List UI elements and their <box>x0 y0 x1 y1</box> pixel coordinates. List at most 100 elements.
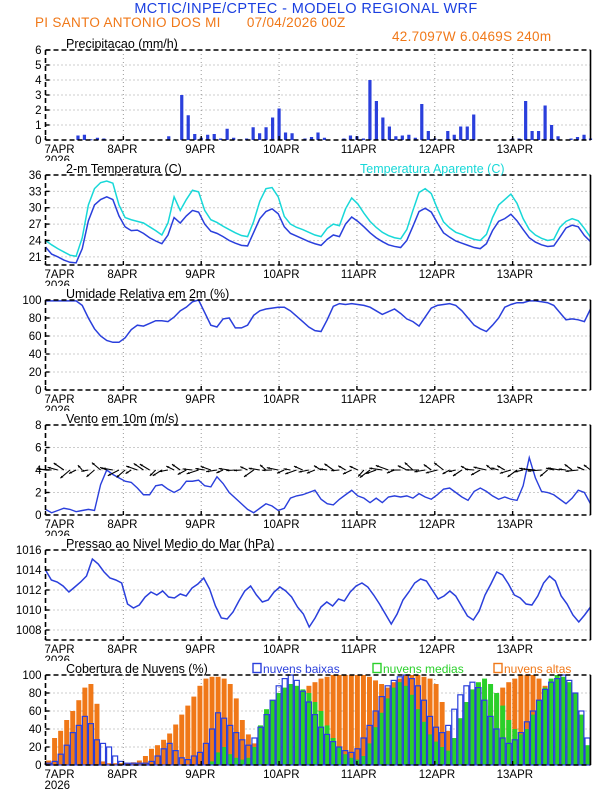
cloud-bar-low <box>487 715 494 766</box>
precip-bar <box>277 108 281 140</box>
cloud-bar-low <box>87 722 95 766</box>
cloud-bar-high <box>118 763 124 765</box>
precip-bar <box>582 134 586 140</box>
cloud-bar-low <box>233 731 240 766</box>
svg-text:9APR: 9APR <box>185 769 215 781</box>
cloud-bar-low <box>529 710 537 766</box>
precip-bar <box>89 139 93 141</box>
svg-text:10APR: 10APR <box>263 269 299 281</box>
precip-bar <box>219 138 223 140</box>
cloud-bar-mid <box>560 676 566 765</box>
svg-text:8APR: 8APR <box>107 144 137 156</box>
cloud-bar-mid <box>512 729 518 765</box>
cloud-bar-high <box>215 676 221 765</box>
precip-bar <box>76 135 80 140</box>
cloud-bar-mid <box>445 750 451 765</box>
svg-text:0: 0 <box>35 510 41 522</box>
cloud-bar-mid <box>306 693 312 765</box>
svg-text:6: 6 <box>35 45 41 57</box>
svg-text:2: 2 <box>35 488 41 500</box>
precip-bar <box>271 117 275 140</box>
svg-text:3: 3 <box>35 90 41 102</box>
cloud-bar-mid <box>439 747 445 765</box>
svg-text:13APR: 13APR <box>497 644 533 656</box>
cloud-bar-mid <box>397 682 403 765</box>
svg-text:12APR: 12APR <box>419 769 455 781</box>
cloud-bar-mid <box>245 757 251 765</box>
svg-text:10APR: 10APR <box>263 394 299 406</box>
precip-bar <box>167 136 171 140</box>
precip-bar <box>407 134 411 140</box>
cloud-bar-mid <box>251 747 257 765</box>
svg-text:10APR: 10APR <box>263 644 299 656</box>
cloud-bar-mid <box>475 682 481 765</box>
svg-text:13APR: 13APR <box>497 269 533 281</box>
precip-bar <box>82 134 87 140</box>
svg-text:80: 80 <box>29 313 42 325</box>
cloud-bar-high <box>58 730 64 765</box>
cloud-bar-mid <box>433 741 439 765</box>
cloud-bar-high <box>239 720 245 765</box>
cloud-bar-high <box>324 676 330 765</box>
svg-text:Cobertura de Nuvens (%): Cobertura de Nuvens (%) <box>66 662 208 676</box>
precip-bar <box>556 136 560 140</box>
cloud-bar-mid <box>257 725 263 765</box>
cloud-bar-low <box>184 758 191 766</box>
cloud-bar-low <box>160 748 167 766</box>
svg-text:1010: 1010 <box>16 605 42 617</box>
cloud-bar-mid <box>542 687 548 765</box>
cloud-bar-high <box>421 676 427 765</box>
cloud-bar-mid <box>524 729 530 765</box>
cloud-bar-mid <box>469 689 475 765</box>
cloud-bar-low <box>57 753 64 766</box>
wind-barb-group <box>36 462 591 479</box>
cloud-bar-low <box>360 737 367 766</box>
cloud-bar-mid <box>318 711 324 765</box>
svg-text:7APR: 7APR <box>45 269 75 281</box>
svg-text:1: 1 <box>35 120 41 132</box>
cloud-bar-high <box>70 711 76 765</box>
panel-precipitation: 0 1 2 3 4 5 6 7APR 8APR 9APR 10APR 11APR 12APR 13APR 2… <box>0 36 612 161</box>
cloud-bar-mid <box>506 720 512 765</box>
page-title: MCTIC/INPE/CPTEC - MODELO REGIONAL WRF <box>134 1 478 17</box>
cloud-bar-mid <box>366 743 372 765</box>
cloud-bar-low <box>81 715 88 766</box>
svg-text:10APR: 10APR <box>263 144 299 156</box>
cloud-bar-mid <box>391 687 397 765</box>
cloud-bar-high <box>179 714 185 765</box>
cloud-bar-mid <box>294 685 300 765</box>
svg-text:11APR: 11APR <box>341 394 377 406</box>
svg-text:11APR: 11APR <box>341 144 377 156</box>
precip-bar <box>549 125 554 140</box>
cloud-bar-mid <box>451 738 457 765</box>
cloud-bar-high <box>445 730 451 765</box>
svg-text:60: 60 <box>29 706 42 718</box>
cloud-bar-mid <box>379 712 385 765</box>
precip-bar <box>290 133 294 140</box>
cloud-bar-mid <box>554 675 560 765</box>
legend-swatch-icon <box>252 662 262 674</box>
svg-text:9APR: 9APR <box>185 394 215 406</box>
svg-text:9APR: 9APR <box>185 144 215 156</box>
cloud-bar-mid <box>548 678 554 765</box>
cloud-bar-mid <box>415 709 421 765</box>
precip-bar <box>446 131 450 140</box>
panel-humidity: 0 20 40 60 80 100 7APR 8APR 9APR 10APR 11APR 12APR 1… <box>0 286 612 411</box>
cloud-bar-mid <box>342 754 348 765</box>
cloud-bar-high <box>94 703 100 765</box>
cloud-bar-mid <box>518 734 524 765</box>
cloud-bar-high <box>82 687 88 765</box>
cloud-bar-mid <box>488 684 494 765</box>
cloud-bar-mid <box>330 738 336 765</box>
svg-text:40: 40 <box>29 349 42 361</box>
cloud-bar-high <box>124 763 130 765</box>
cloud-bar-mid <box>421 721 427 765</box>
precip-bar <box>413 137 417 140</box>
svg-text:27: 27 <box>29 219 42 231</box>
svg-text:2026: 2026 <box>45 405 71 411</box>
precip-bar <box>387 126 391 140</box>
cloud-bar-mid <box>584 745 590 765</box>
cloud-bar-high <box>512 678 518 765</box>
svg-text:9APR: 9APR <box>185 519 215 531</box>
cloud-bar-low <box>136 762 143 766</box>
